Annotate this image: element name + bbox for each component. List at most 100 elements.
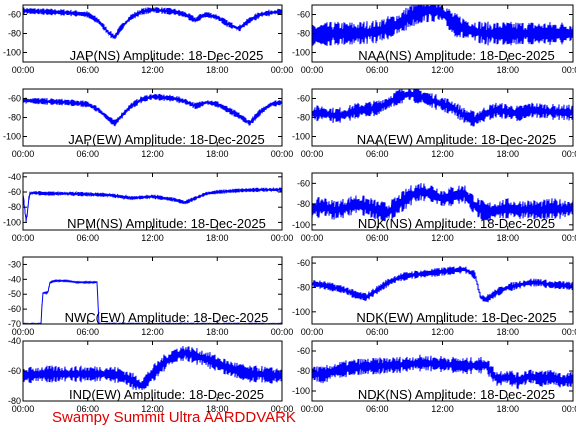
x-tick-label: 12:00 — [141, 149, 164, 159]
y-tick-label: -100 — [292, 386, 310, 396]
panel-title: NAA(EW) Amplitude: 18-Dec-2025 — [357, 132, 556, 147]
trace-line — [23, 93, 282, 127]
x-tick-label: 00:00 — [12, 233, 35, 243]
y-tick-label: -80 — [297, 113, 310, 123]
x-tick-label: 06:00 — [76, 149, 99, 159]
panel-title: JAP(NS) Amplitude: 18-Dec-2025 — [70, 48, 264, 63]
panel-title: NDK(NS) Amplitude: 18-Dec-2025 — [358, 387, 555, 402]
x-tick-label: 00:00 — [271, 327, 294, 337]
panel-8: -60 -80 -100 00:00 06:00 12:00 18:00 00:00 NDK(E… — [292, 256, 576, 337]
y-tick-label: -100 — [292, 220, 310, 230]
y-tick-label: -100 — [3, 48, 21, 58]
trace-line — [312, 354, 573, 390]
y-tick-label: -40 — [8, 172, 21, 182]
trace-line — [23, 346, 282, 391]
x-tick-label: 06:00 — [366, 327, 389, 337]
x-tick-label: 18:00 — [206, 149, 229, 159]
x-tick-label: 00:00 — [301, 327, 324, 337]
y-tick-label: -80 — [297, 29, 310, 39]
y-tick-label: -100 — [3, 132, 21, 142]
y-tick-label: -100 — [292, 307, 310, 317]
x-tick-label: 00:00 — [562, 149, 576, 159]
x-tick-label: 18:00 — [496, 65, 519, 75]
footer-station-label: Swampy Summit Ultra AARDDVARK — [52, 409, 296, 426]
y-tick-label: -100 — [292, 48, 310, 58]
y-tick-label: -100 — [292, 132, 310, 142]
x-tick-label: 18:00 — [496, 149, 519, 159]
x-tick-label: 00:00 — [12, 65, 35, 75]
x-tick-label: 12:00 — [431, 65, 454, 75]
y-tick-label: -80 — [297, 366, 310, 376]
panel-title: IND(EW) Amplitude: 18-Dec-2025 — [69, 387, 264, 402]
panel-10: -60 -80 -100 00:00 06:00 12:00 18:00 00:00 NDK(N… — [292, 340, 576, 414]
y-tick-label: -80 — [8, 29, 21, 39]
y-tick-label: -100 — [3, 217, 21, 227]
panel-title: NPM(NS) Amplitude: 18-Dec-2025 — [67, 216, 266, 231]
x-tick-label: 00:00 — [301, 65, 324, 75]
panel-title: NAA(NS) Amplitude: 18-Dec-2025 — [358, 48, 555, 63]
y-tick-label: -60 — [297, 94, 310, 104]
x-tick-label: 00:00 — [271, 65, 294, 75]
panel-title: NWC(EW) Amplitude: 18-Dec-2025 — [65, 310, 269, 325]
trace-line — [312, 5, 573, 48]
y-tick-label: -60 — [8, 10, 21, 20]
x-tick-label: 12:00 — [431, 404, 454, 414]
x-tick-label: 00:00 — [271, 404, 294, 414]
x-tick-label: 18:00 — [206, 65, 229, 75]
y-tick-label: -60 — [8, 304, 21, 314]
x-tick-label: 12:00 — [431, 149, 454, 159]
panel-6: -60 -80 -100 00:00 06:00 12:00 18:00 00:00 NDK(N… — [292, 172, 576, 243]
y-tick-label: -30 — [8, 259, 21, 269]
x-tick-label: 00:00 — [12, 149, 35, 159]
x-tick-label: 12:00 — [141, 327, 164, 337]
x-tick-label: 00:00 — [301, 404, 324, 414]
x-tick-label: 00:00 — [271, 149, 294, 159]
x-tick-label: 12:00 — [431, 233, 454, 243]
x-tick-label: 18:00 — [206, 327, 229, 337]
x-tick-label: 00:00 — [562, 65, 576, 75]
x-tick-label: 00:00 — [562, 327, 576, 337]
x-tick-label: 12:00 — [141, 404, 164, 414]
x-tick-label: 00:00 — [271, 233, 294, 243]
x-tick-label: 06:00 — [366, 65, 389, 75]
y-tick-label: -60 — [8, 366, 21, 376]
x-tick-label: 06:00 — [76, 327, 99, 337]
x-tick-label: 12:00 — [431, 327, 454, 337]
x-tick-label: 06:00 — [366, 149, 389, 159]
trace-line — [23, 7, 282, 39]
y-tick-label: -40 — [8, 274, 21, 284]
y-tick-label: -60 — [297, 258, 310, 268]
panel-1: -60 -80 -100 00:00 06:00 12:00 18:00 00:00 JAP(N… — [3, 4, 294, 75]
x-tick-label: 12:00 — [141, 233, 164, 243]
x-tick-label: 12:00 — [141, 65, 164, 75]
y-tick-label: -60 — [297, 10, 310, 20]
x-tick-label: 00:00 — [12, 404, 35, 414]
y-tick-label: -70 — [8, 319, 21, 329]
x-tick-label: 00:00 — [301, 149, 324, 159]
y-tick-label: -80 — [297, 282, 310, 292]
panel-title: JAP(EW) Amplitude: 18-Dec-2025 — [68, 132, 265, 147]
y-tick-label: -80 — [8, 113, 21, 123]
x-tick-label: 00:00 — [301, 233, 324, 243]
x-tick-label: 00:00 — [12, 327, 35, 337]
y-tick-label: -60 — [8, 187, 21, 197]
y-tick-label: -50 — [8, 289, 21, 299]
panel-2: -60 -80 -100 00:00 06:00 12:00 18:00 00:00 NAA(N… — [292, 4, 576, 75]
trace-line — [312, 265, 573, 303]
panel-title: NDK(EW) Amplitude: 18-Dec-2025 — [356, 310, 556, 325]
x-tick-label: 18:00 — [496, 233, 519, 243]
panel-4: -60 -80 -100 00:00 06:00 12:00 18:00 00:00 NAA(E… — [292, 88, 576, 159]
trace-line — [312, 89, 573, 127]
x-tick-label: 00:00 — [562, 404, 576, 414]
x-tick-label: 06:00 — [76, 233, 99, 243]
y-tick-label: -80 — [8, 396, 21, 406]
panel-3: -60 -80 -100 00:00 06:00 12:00 18:00 00:00 JAP(E… — [3, 88, 294, 159]
trace-line — [23, 186, 282, 223]
x-tick-label: 06:00 — [366, 233, 389, 243]
x-tick-label: 06:00 — [366, 404, 389, 414]
y-tick-label: -60 — [8, 94, 21, 104]
x-tick-label: 06:00 — [76, 65, 99, 75]
